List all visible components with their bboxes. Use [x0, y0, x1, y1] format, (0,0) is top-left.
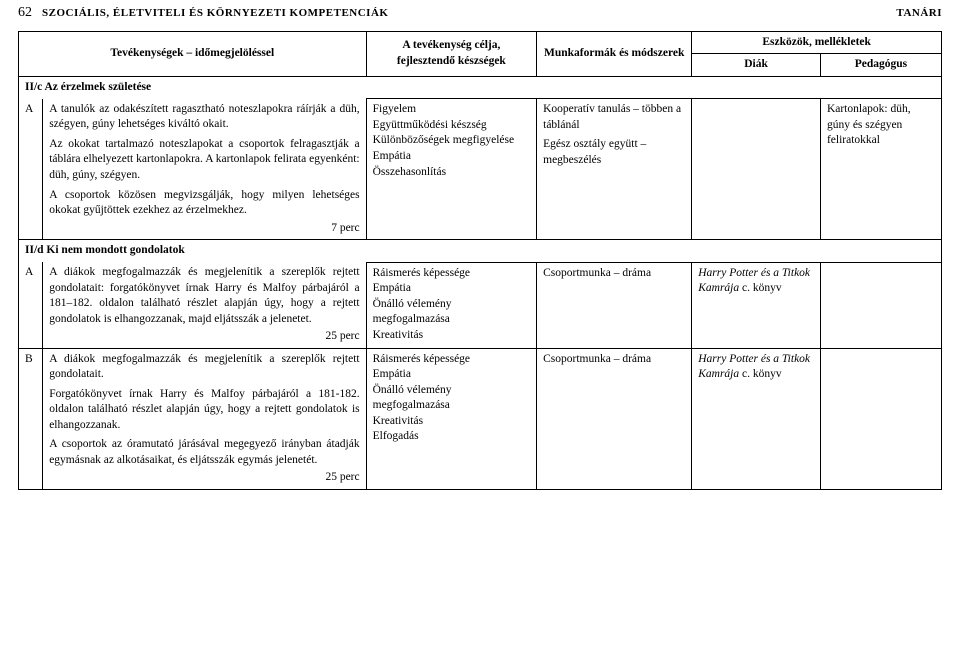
teacher-cell: Kartonlapok: düh, gúny és szégyen felira… [820, 99, 941, 240]
student-cell: Harry Potter és a Titkok Kamrája c. köny… [692, 348, 821, 489]
activity-text: A diákok megfogalmazzák és megjelenítik … [49, 265, 359, 327]
page-number: 62 [18, 4, 32, 23]
goals-cell: Ráismerés képességeEmpátiaÖnálló vélemén… [366, 262, 537, 348]
student-cell [692, 99, 821, 240]
activity-text: A csoportok közösen megvizsgálják, hogy … [49, 188, 359, 219]
section-label: II/d Ki nem mondott gondolatok [19, 240, 942, 263]
table-row: A A diákok megfogalmazzák és megjeleníti… [19, 262, 942, 348]
duration: 25 perc [49, 470, 359, 486]
teacher-cell [820, 348, 941, 489]
book-suffix: c. könyv [739, 282, 781, 294]
methods-text: Kooperatív tanulás – többen a táblánál [543, 102, 685, 133]
table-row: A A tanulók az odakészített ragasztható … [19, 99, 942, 240]
book-suffix: c. könyv [739, 368, 781, 380]
page-header: 62 SZOCIÁLIS, ÉLETVITELI ÉS KÖRNYEZETI K… [18, 4, 942, 23]
table-row: B A diákok megfogalmazzák és megjeleníti… [19, 348, 942, 489]
row-mark: B [19, 348, 43, 489]
lesson-plan-table: Tevékenységek – időmegjelöléssel A tevék… [18, 31, 942, 490]
col-student: Diák [692, 54, 821, 77]
header-title: SZOCIÁLIS, ÉLETVITELI ÉS KÖRNYEZETI KOMP… [42, 6, 388, 21]
col-teacher: Pedagógus [820, 54, 941, 77]
goals-cell: Ráismerés képességeEmpátiaÖnálló vélemén… [366, 348, 537, 489]
row-mark: A [19, 99, 43, 240]
activity-text: Az okokat tartalmazó noteszlapokat a cso… [49, 137, 359, 184]
student-cell: Harry Potter és a Titkok Kamrája c. köny… [692, 262, 821, 348]
header-right: TANÁRI [896, 6, 942, 21]
activity-text: Forgatókönyvet írnak Harry és Malfoy pár… [49, 387, 359, 434]
col-activities: Tevékenységek – időmegjelöléssel [19, 31, 367, 76]
col-tools: Eszközök, mellékletek [692, 31, 942, 54]
row-mark: A [19, 262, 43, 348]
activity-text: A diákok megfogalmazzák és megjelenítik … [49, 352, 359, 383]
section-label: II/c Az érzelmek születése [19, 76, 942, 99]
goals-cell: FigyelemEgyüttműködési készségKülönbözős… [366, 99, 537, 240]
activity-cell: A tanulók az odakészített ragasztható no… [43, 99, 366, 240]
methods-cell: Csoportmunka – dráma [537, 262, 692, 348]
duration: 7 perc [49, 221, 359, 237]
methods-cell: Csoportmunka – dráma [537, 348, 692, 489]
duration: 25 perc [49, 329, 359, 345]
methods-cell: Kooperatív tanulás – többen a táblánál E… [537, 99, 692, 240]
teacher-cell [820, 262, 941, 348]
activity-cell: A diákok megfogalmazzák és megjelenítik … [43, 348, 366, 489]
activity-cell: A diákok megfogalmazzák és megjelenítik … [43, 262, 366, 348]
activity-text: A tanulók az odakészített ragasztható no… [49, 102, 359, 133]
col-methods: Munkaformák és módszerek [537, 31, 692, 76]
methods-text: Egész osztály együtt – megbeszélés [543, 137, 685, 168]
col-goals: A tevékenység célja, fejlesztendő készsé… [366, 31, 537, 76]
activity-text: A csoportok az óramutató járásával megeg… [49, 437, 359, 468]
